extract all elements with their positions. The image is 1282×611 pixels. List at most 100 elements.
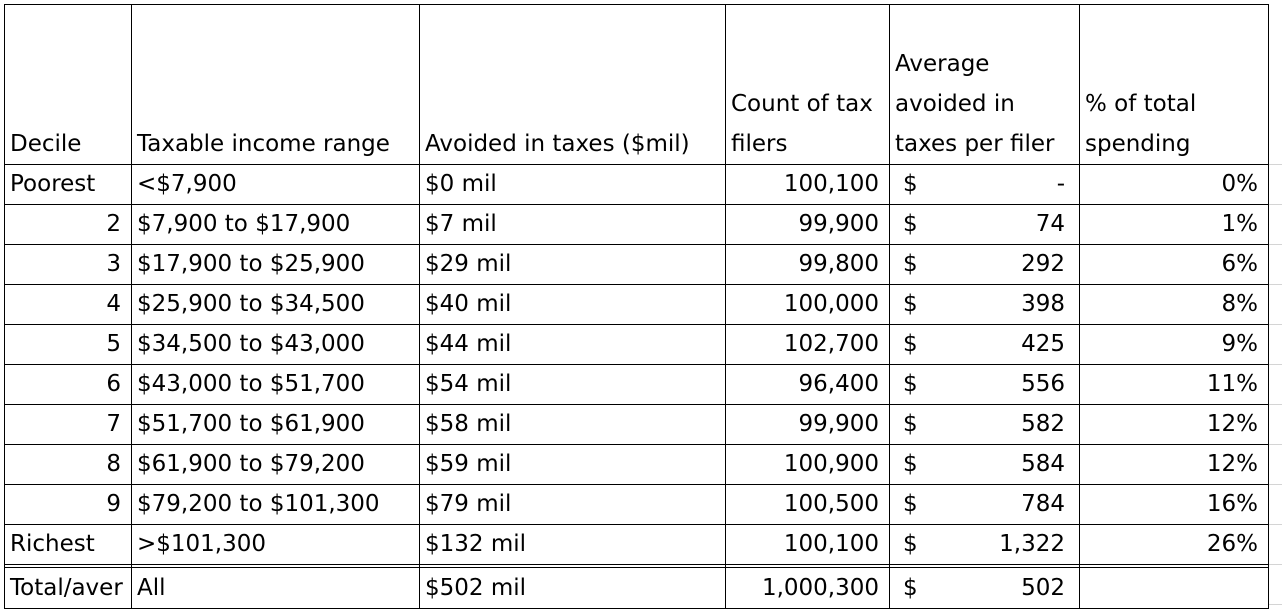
row-border <box>4 404 1268 405</box>
table-row-pct[interactable]: 12% <box>1206 451 1258 477</box>
table-row-range[interactable]: $79,200 to $101,300 <box>137 491 380 517</box>
table-row-range[interactable]: $51,700 to $61,900 <box>137 411 365 437</box>
table-row-pct[interactable]: 11% <box>1206 371 1258 397</box>
table-row-avg[interactable]: $398 <box>889 284 1079 324</box>
table-row-avoided[interactable]: $132 mil <box>425 531 527 557</box>
table-row-avg[interactable]: $ - <box>889 164 1079 204</box>
table-row-decile[interactable]: 7 <box>106 411 121 437</box>
table-row-count[interactable]: 100,100 <box>783 531 879 557</box>
table-row-range[interactable]: $61,900 to $79,200 <box>137 451 365 477</box>
table-row-decile[interactable]: 9 <box>106 491 121 517</box>
total-row-count[interactable]: 1,000,300 <box>761 575 879 601</box>
avg-value: 292 <box>1021 251 1065 277</box>
row-border <box>4 244 1268 245</box>
row-border <box>4 444 1268 445</box>
table-row-avg[interactable]: $582 <box>889 404 1079 444</box>
table-row-avg[interactable]: $584 <box>889 444 1079 484</box>
column-border <box>1268 4 1269 609</box>
avg-value: 398 <box>1021 291 1065 317</box>
table-row-avoided[interactable]: $44 mil <box>425 331 512 357</box>
border-top <box>4 4 1268 5</box>
table-row-pct[interactable]: 0% <box>1221 171 1259 197</box>
table-row-range[interactable]: >$101,300 <box>137 531 267 557</box>
table-row-range[interactable]: $7,900 to $17,900 <box>137 211 351 237</box>
table-row-count[interactable]: 99,900 <box>798 211 879 237</box>
table-row-decile[interactable]: Poorest <box>10 171 96 197</box>
table-row-pct[interactable]: 16% <box>1206 491 1258 517</box>
header-count: Count of tax filers <box>725 4 889 164</box>
table-row-count[interactable]: 99,800 <box>798 251 879 277</box>
row-border <box>4 524 1268 525</box>
total-row-pct[interactable] <box>1079 568 1268 608</box>
total-row-avoided[interactable]: $502 mil <box>425 575 527 601</box>
table-row-decile[interactable]: 5 <box>106 331 121 357</box>
table-row-count[interactable]: 100,000 <box>783 291 879 317</box>
sheet-gridline <box>1268 404 1282 405</box>
avg-value: 556 <box>1021 371 1065 397</box>
table-row-decile[interactable]: 3 <box>106 251 121 277</box>
avg-value: 502 <box>1021 575 1065 601</box>
table-row-avg[interactable]: $292 <box>889 244 1079 284</box>
table-row-range[interactable]: $34,500 to $43,000 <box>137 331 365 357</box>
table-row-range[interactable]: $17,900 to $25,900 <box>137 251 365 277</box>
table-row-range[interactable]: $25,900 to $34,500 <box>137 291 365 317</box>
header-decile: Decile <box>4 4 131 164</box>
table-row-decile[interactable]: 4 <box>106 291 121 317</box>
table-row-pct[interactable]: 26% <box>1206 531 1258 557</box>
table-row-avoided[interactable]: $54 mil <box>425 371 512 397</box>
table-row-count[interactable]: 102,700 <box>783 331 879 357</box>
table-row-decile[interactable]: 6 <box>106 371 121 397</box>
column-border <box>725 4 726 609</box>
double-border <box>4 567 1268 568</box>
sheet-gridline <box>1268 444 1282 445</box>
table-row-avg[interactable]: $425 <box>889 324 1079 364</box>
table-row-pct[interactable]: 9% <box>1221 331 1259 357</box>
table-row-count[interactable]: 100,900 <box>783 451 879 477</box>
table-row-decile[interactable]: 2 <box>106 211 121 237</box>
header-pct: % of total spending <box>1079 4 1268 164</box>
currency-symbol: $ <box>903 211 918 237</box>
table-row-avoided[interactable]: $40 mil <box>425 291 512 317</box>
table-row-range[interactable]: $43,000 to $51,700 <box>137 371 365 397</box>
total-row-avg[interactable]: $502 <box>889 568 1079 608</box>
sheet-gridline <box>1268 524 1282 525</box>
table-row-avoided[interactable]: $7 mil <box>425 211 497 237</box>
table-row-avoided[interactable]: $59 mil <box>425 451 512 477</box>
table-row-avg[interactable]: $74 <box>889 204 1079 244</box>
table-row-pct[interactable]: 8% <box>1221 291 1259 317</box>
table-row-range[interactable]: <$7,900 <box>137 171 237 197</box>
header-line: Taxable income range <box>137 131 390 157</box>
total-row-decile[interactable]: Total/aver <box>10 575 123 601</box>
header-line: Decile <box>10 131 82 157</box>
table-row-pct[interactable]: 6% <box>1221 251 1259 277</box>
table-row-count[interactable]: 96,400 <box>798 371 879 397</box>
table-row-count[interactable]: 100,100 <box>783 171 879 197</box>
column-border <box>1079 4 1080 609</box>
avg-value: 582 <box>1021 411 1065 437</box>
table-row-avoided[interactable]: $29 mil <box>425 251 512 277</box>
table-row-decile[interactable]: Richest <box>10 531 95 557</box>
table-row-avg[interactable]: $556 <box>889 364 1079 404</box>
avg-value: - <box>1056 171 1065 197</box>
currency-symbol: $ <box>903 451 918 477</box>
table-row-pct[interactable]: 12% <box>1206 411 1258 437</box>
table-row-avoided[interactable]: $58 mil <box>425 411 512 437</box>
row-border <box>4 284 1268 285</box>
row-border <box>4 484 1268 485</box>
table-row-avoided[interactable]: $79 mil <box>425 491 512 517</box>
sheet-gridline <box>1268 564 1282 565</box>
table-row-avoided[interactable]: $0 mil <box>425 171 497 197</box>
table-row-pct[interactable]: 1% <box>1221 211 1259 237</box>
currency-symbol: $ <box>903 251 918 277</box>
table-row-avg[interactable]: $784 <box>889 484 1079 524</box>
column-border <box>419 4 420 609</box>
header-line: Count of tax <box>731 91 873 117</box>
header-line: avoided in <box>895 91 1015 117</box>
table-row-avg[interactable]: $1,322 <box>889 524 1079 564</box>
total-row-range[interactable]: All <box>137 575 166 601</box>
table-row-count[interactable]: 100,500 <box>783 491 879 517</box>
table-row-decile[interactable]: 8 <box>106 451 121 477</box>
table-row-count[interactable]: 99,900 <box>798 411 879 437</box>
column-border <box>889 4 890 609</box>
